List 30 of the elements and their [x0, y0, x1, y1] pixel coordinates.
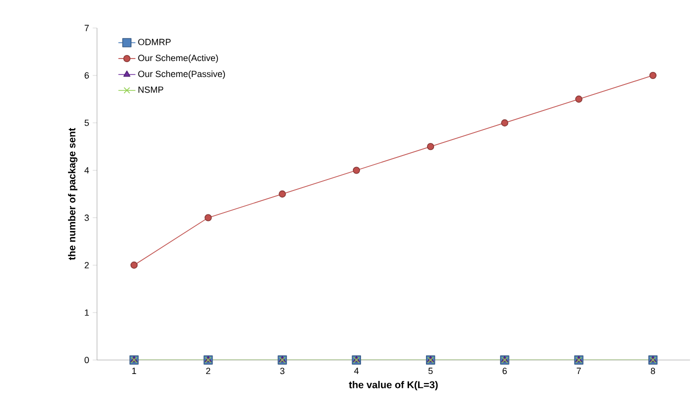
y-tick-label: 4	[84, 167, 89, 174]
x-tick-label: 8	[650, 368, 656, 374]
y-tick-label: 0	[84, 356, 89, 364]
y-tick-label: 5	[84, 120, 89, 126]
x-tick-label: 4	[354, 368, 359, 374]
y-tick-label: 3	[84, 214, 89, 221]
point	[352, 166, 360, 174]
y-tick-label: 6	[84, 72, 89, 79]
point	[278, 190, 286, 198]
point	[501, 119, 508, 126]
y-tick-label: 2	[84, 262, 89, 268]
point	[426, 142, 434, 150]
legend-label: Our Scheme(Active)	[138, 54, 218, 63]
y-axis-title: the number of package sent	[68, 128, 78, 260]
point	[649, 72, 657, 80]
point	[575, 96, 582, 103]
legend-label: ODMRP	[138, 38, 171, 46]
x-tick-label: 1	[132, 368, 136, 374]
legend-label: Our Scheme(Passive)	[138, 70, 225, 79]
x-tick-label: 2	[206, 368, 210, 374]
point	[204, 214, 212, 222]
point	[130, 262, 138, 269]
x-tick-label: 7	[576, 368, 581, 374]
x-tick-label: 3	[280, 368, 284, 374]
x-tick-label: 6	[502, 368, 507, 374]
y-tick-label: 1	[84, 309, 89, 316]
x-tick-label: 5	[428, 368, 433, 374]
x-axis-title: the value of K(L=3)	[348, 380, 438, 390]
y-tick-label: 7	[84, 24, 89, 32]
legend-label: NSMP	[138, 86, 164, 93]
